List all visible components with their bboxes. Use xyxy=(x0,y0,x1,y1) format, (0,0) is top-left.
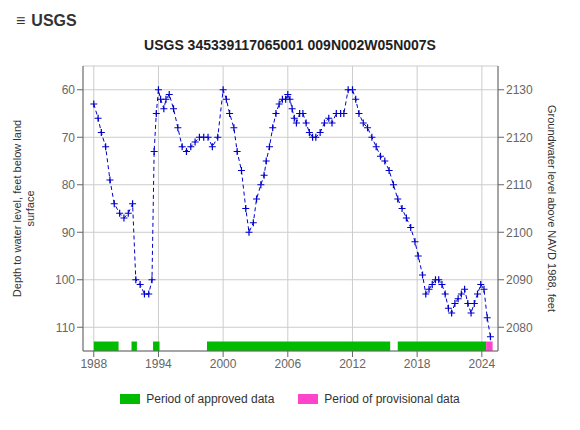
svg-text:2012: 2012 xyxy=(339,357,366,371)
svg-text:1988: 1988 xyxy=(80,357,107,371)
svg-text:2110: 2110 xyxy=(506,178,532,192)
svg-text:Depth to water level, feet bel: Depth to water level, feet below landsur… xyxy=(11,120,36,297)
svg-text:60: 60 xyxy=(62,83,76,97)
html-text:Period of approved data: Period of approved data xyxy=(146,392,275,406)
svg-text:2080: 2080 xyxy=(506,321,533,335)
svg-text:80: 80 xyxy=(62,178,76,192)
svg-text:2018: 2018 xyxy=(404,357,431,371)
html-text:Period of provisional data: Period of provisional data xyxy=(324,392,460,406)
svg-text:100: 100 xyxy=(55,273,75,287)
html-text:≡ USGS: ≡ USGS xyxy=(16,12,77,29)
svg-text:1994: 1994 xyxy=(145,357,172,371)
svg-text:2090: 2090 xyxy=(506,273,533,287)
svg-text:2000: 2000 xyxy=(210,357,237,371)
svg-text:2024: 2024 xyxy=(468,357,495,371)
svg-text:2006: 2006 xyxy=(274,357,301,371)
svg-text:2130: 2130 xyxy=(506,83,533,97)
html-text:USGS 345339117065001 009N002W0: USGS 345339117065001 009N002W05N007S xyxy=(144,37,436,53)
svg-text:110: 110 xyxy=(56,321,75,335)
svg-text:2120: 2120 xyxy=(506,131,533,145)
svg-text:90: 90 xyxy=(62,226,76,240)
svg-text:70: 70 xyxy=(62,131,76,145)
svg-text:2100: 2100 xyxy=(506,226,533,240)
svg-text:Groundwater level above NAVD 1: Groundwater level above NAVD 1988, feet xyxy=(546,105,558,312)
